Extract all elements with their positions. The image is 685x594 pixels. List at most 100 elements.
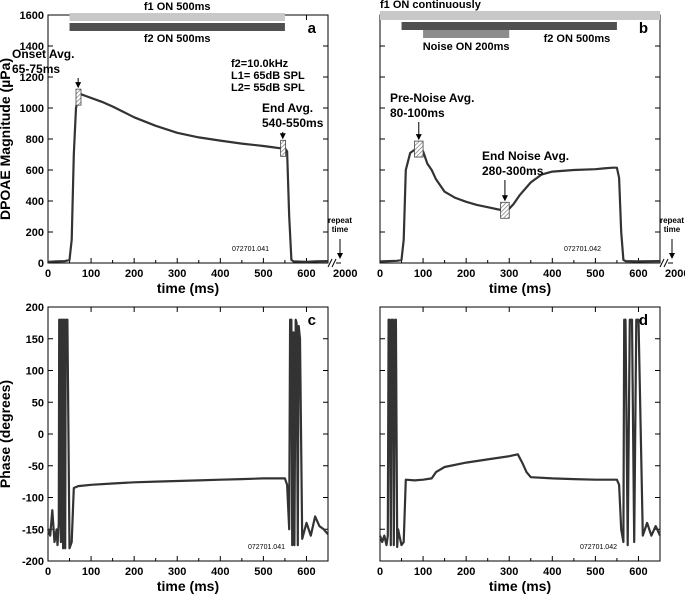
y-tick-label: 800 [26,134,44,146]
parameter-text: L2= 55dB SPL [231,82,305,94]
data-line [47,92,329,263]
stimulus-bar [69,23,285,31]
panel-letter: b [639,20,648,37]
y-axis-title: DPOAE Magnitude (µPa) [0,58,13,220]
axis-break-mark [331,258,337,268]
y-tick-label: 200 [26,302,44,314]
axis-break-mark [327,258,333,268]
y-tick-label: 1200 [20,72,44,84]
parameter-text: L1= 65dB SPL [231,70,305,82]
repeat-time-value: 2000 [665,268,685,280]
x-tick-label: 500 [254,566,272,578]
annotation-arrowhead [501,195,508,202]
file-id: 072701.041 [248,544,285,551]
x-tick-label: 300 [168,566,186,578]
file-id: 072701.041 [232,246,269,253]
x-tick-label: 200 [457,268,475,280]
annotation-arrowhead [75,82,82,89]
panel-letter: a [308,20,317,37]
annotation-arrowhead [279,133,286,140]
repeat-time-arrowhead [337,253,343,259]
y-tick-label: 400 [26,196,44,208]
data-line [378,318,662,549]
y-tick-label: -200 [22,556,44,568]
y-tick-label: 600 [26,165,44,177]
x-axis-title: time (ms) [157,578,219,594]
stimulus-bar [423,30,510,38]
repeat-time-label: time [332,225,349,234]
panel-letter: c [308,312,316,329]
data-line [46,318,329,550]
y-tick-label: 0 [38,429,44,441]
annotation-label: Pre-Noise Avg. [390,91,474,105]
y-tick-label: 0 [38,258,44,270]
y-tick-label: 100 [26,366,44,378]
x-tick-label: 400 [543,268,561,280]
x-tick-label: 100 [414,268,432,280]
panel-b: 0 100 200 300 400 500 600 time (ms) b 072701.042 f… [377,0,685,296]
parameter-text: f2=10.0kHz [231,58,289,70]
y-tick-label: -100 [22,493,44,505]
y-tick-label: -150 [22,524,44,536]
plot-frame [379,306,661,562]
y-tick-label: 1000 [20,103,44,115]
panel-a: 0 100 200 300 400 500 600 0 200 400 600 800 1000 1200… [0,1,357,296]
annotation-label: 280-300ms [482,164,544,178]
x-tick-label: 300 [500,566,518,578]
stimulus-bar-label: f2 ON 500ms [544,33,611,45]
x-tick-label: 600 [297,268,315,280]
panel-d: 0 100 200 300 400 500 600 time (ms) d 072701.042 [377,306,662,594]
axis-break-mark [659,258,665,268]
repeat-time-arrowhead [669,253,675,259]
file-id: 072701.042 [580,544,617,551]
repeat-time-value: 2000 [333,268,357,280]
x-tick-label: 100 [82,268,100,280]
y-tick-label: 200 [26,227,44,239]
averaging-window [414,140,424,158]
annotation-label: Onset Avg. [12,47,74,61]
axis-break-mark [663,258,669,268]
file-id: 072701.042 [564,246,601,253]
y-axis-title: Phase (degrees) [0,380,13,488]
y-tick-label: 1600 [20,10,44,22]
repeat-time-label: repeat [660,216,684,225]
stimulus-bar-label: f2 ON 500ms [144,33,211,45]
averaging-window [500,201,510,219]
y-tick-label: -50 [28,461,44,473]
stimulus-bar [380,11,660,20]
x-axis-title: time (ms) [489,578,551,594]
panel-c: 0 100 200 300 400 500 600 -200 -150 -100 -50 0 50 100… [0,302,329,594]
y-tick-label: 150 [26,334,44,346]
x-tick-label: 600 [629,566,647,578]
stimulus-bar-label: f1 ON continuously [380,0,482,11]
averaging-window [280,139,287,157]
x-tick-label: 300 [500,268,518,280]
panel-letter: d [639,312,648,329]
x-tick-label: 100 [82,566,100,578]
x-tick-label: 0 [377,268,383,280]
x-tick-label: 600 [629,268,647,280]
x-tick-label: 0 [45,566,51,578]
x-tick-label: 400 [543,566,561,578]
x-tick-label: 400 [211,268,229,280]
x-tick-label: 500 [254,268,272,280]
x-tick-label: 600 [297,566,315,578]
annotation-arrowhead [415,134,422,141]
x-tick-label: 500 [586,566,604,578]
annotation-label: End Noise Avg. [482,149,569,163]
x-tick-label: 200 [125,268,143,280]
annotation-label: End Avg. [262,101,313,115]
plot-frame [47,306,329,562]
stimulus-bar-label: f1 ON 500ms [144,1,211,13]
y-tick-label: 1400 [20,41,44,53]
x-axis-title: time (ms) [489,280,551,296]
x-axis-title: time (ms) [157,280,219,296]
annotation-label: 65-75ms [12,62,60,76]
stimulus-bar [401,22,617,30]
stimulus-bar-label: Noise ON 200ms [423,41,510,53]
repeat-time-label: time [664,225,681,234]
y-tick-label: 50 [32,397,44,409]
data-line [379,148,661,263]
x-tick-label: 500 [586,268,604,280]
